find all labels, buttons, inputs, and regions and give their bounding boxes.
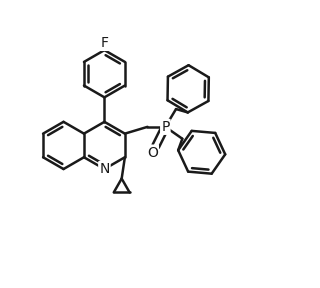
Text: N: N: [99, 162, 110, 176]
Text: P: P: [161, 120, 170, 134]
Text: F: F: [100, 36, 108, 50]
Text: O: O: [147, 146, 158, 160]
